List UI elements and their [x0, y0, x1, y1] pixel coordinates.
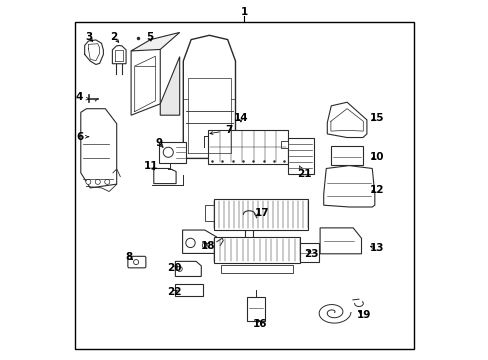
Polygon shape: [244, 214, 253, 241]
Text: 12: 12: [369, 185, 384, 195]
Text: 18: 18: [201, 240, 215, 251]
Polygon shape: [326, 102, 366, 138]
Polygon shape: [221, 265, 292, 273]
Circle shape: [133, 260, 138, 265]
Text: 10: 10: [369, 152, 384, 162]
Polygon shape: [153, 168, 176, 184]
Text: 6: 6: [76, 132, 89, 142]
Polygon shape: [160, 57, 179, 115]
Text: 11: 11: [143, 161, 158, 171]
Polygon shape: [182, 230, 216, 253]
Polygon shape: [175, 261, 201, 276]
Text: 13: 13: [369, 243, 384, 253]
Text: 2: 2: [110, 32, 119, 42]
FancyBboxPatch shape: [127, 256, 145, 268]
Polygon shape: [112, 45, 126, 64]
Text: 5: 5: [146, 32, 153, 42]
Circle shape: [104, 179, 109, 184]
Text: 3: 3: [85, 32, 92, 42]
Polygon shape: [297, 243, 318, 262]
Polygon shape: [213, 237, 300, 263]
Text: 20: 20: [167, 263, 181, 273]
Polygon shape: [131, 40, 160, 115]
Polygon shape: [183, 35, 235, 158]
Polygon shape: [81, 109, 117, 188]
Text: 7: 7: [209, 125, 232, 135]
Text: 9: 9: [155, 138, 163, 148]
Polygon shape: [131, 32, 179, 51]
Text: 4: 4: [76, 92, 89, 102]
Text: 15: 15: [369, 113, 384, 123]
Circle shape: [95, 179, 100, 184]
Polygon shape: [330, 146, 362, 165]
Circle shape: [185, 238, 195, 248]
Text: 8: 8: [125, 252, 132, 262]
Circle shape: [86, 179, 91, 184]
Polygon shape: [287, 138, 313, 174]
Text: 19: 19: [356, 310, 370, 320]
Polygon shape: [323, 166, 374, 207]
Text: 22: 22: [167, 287, 181, 297]
Text: 1: 1: [241, 6, 247, 17]
Polygon shape: [175, 284, 203, 296]
Text: 14: 14: [233, 113, 248, 123]
Text: 23: 23: [303, 249, 318, 259]
Polygon shape: [159, 142, 185, 163]
Polygon shape: [247, 297, 264, 321]
Polygon shape: [208, 130, 287, 164]
Polygon shape: [281, 141, 287, 148]
Polygon shape: [204, 205, 213, 220]
Text: 17: 17: [254, 208, 268, 218]
Polygon shape: [320, 228, 361, 254]
Text: 16: 16: [253, 319, 267, 329]
Circle shape: [202, 243, 207, 248]
Circle shape: [163, 147, 173, 157]
Circle shape: [177, 266, 182, 271]
Text: 21: 21: [296, 166, 310, 179]
Polygon shape: [213, 199, 307, 230]
